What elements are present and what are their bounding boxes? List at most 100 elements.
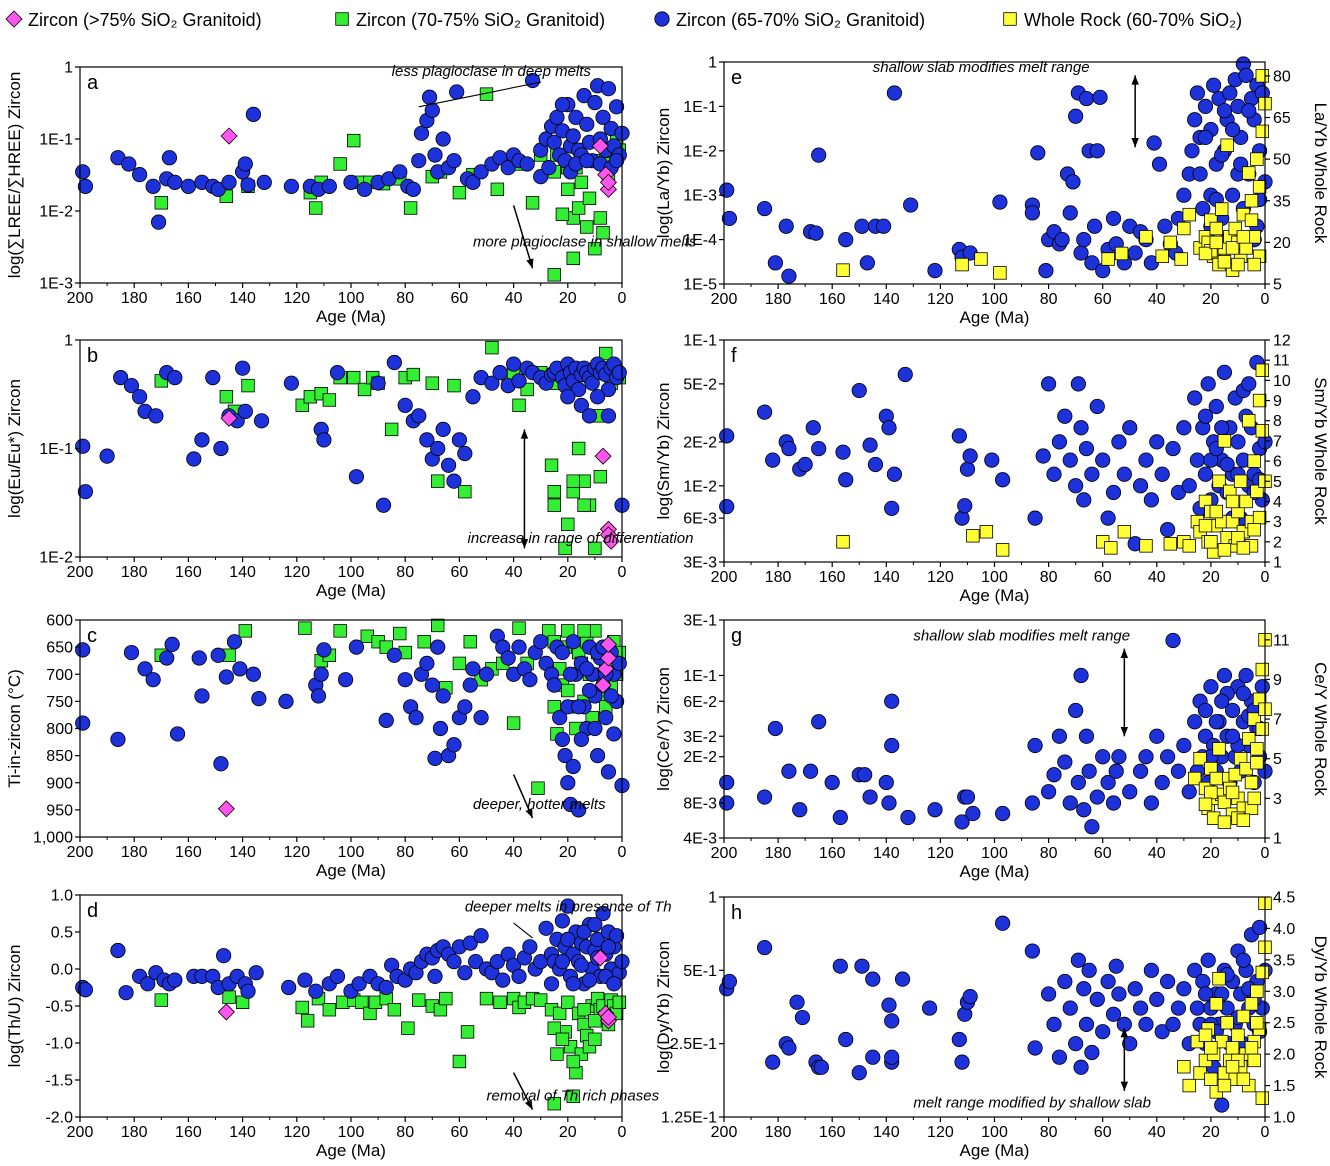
data-point-blue — [859, 255, 875, 271]
data-point-yellow — [1212, 742, 1226, 756]
arrow-head — [525, 1099, 533, 1110]
data-point-yellow — [1255, 424, 1269, 438]
data-point-blue — [145, 178, 161, 194]
data-point-yellow — [955, 257, 969, 272]
data-point-green — [596, 225, 610, 240]
data-point-blue — [392, 164, 408, 180]
y-tick-label: 2E-2 — [683, 434, 717, 451]
data-point-yellow — [1255, 1091, 1269, 1105]
y-tick-label: -0.5 — [45, 999, 73, 1016]
data-point-blue — [884, 1049, 900, 1065]
data-point-blue — [903, 197, 919, 213]
data-point-blue — [1176, 981, 1192, 997]
data-point-blue — [808, 225, 824, 241]
data-point-blue — [571, 699, 587, 715]
y2-tick-label: 7 — [1273, 712, 1282, 729]
data-point-yellow — [1247, 712, 1261, 726]
data-point-magenta — [591, 949, 609, 967]
x-tick-label: 60 — [451, 290, 469, 307]
data-point-blue — [1235, 685, 1251, 702]
data-point-yellow — [1255, 124, 1269, 139]
data-point-blue — [886, 85, 903, 101]
data-point-blue — [854, 218, 870, 234]
data-point-green — [547, 498, 561, 512]
data-point-magenta — [602, 532, 620, 550]
data-point-green — [452, 1054, 467, 1069]
data-point-blue — [1224, 187, 1241, 203]
data-point-blue — [75, 715, 91, 731]
data-point-blue — [522, 672, 538, 688]
data-point-green — [588, 541, 602, 556]
data-point-blue — [310, 688, 327, 704]
data-point-blue — [1122, 784, 1138, 800]
data-point-green — [577, 498, 591, 512]
data-point-green — [525, 196, 540, 210]
data-point-blue — [954, 1054, 970, 1070]
data-point-green — [463, 635, 477, 649]
y-tick-label: 800 — [46, 721, 73, 738]
x-tick-label: 60 — [1094, 1124, 1112, 1141]
data-point-blue — [600, 381, 617, 398]
data-point-blue — [180, 178, 196, 194]
data-point-blue — [1084, 1044, 1100, 1061]
data-point-blue — [590, 389, 606, 405]
data-point-green — [547, 1021, 561, 1035]
data-point-blue — [886, 466, 903, 482]
data-point-green — [403, 201, 418, 215]
data-point-yellow — [1236, 1009, 1251, 1024]
data-point-blue — [1070, 774, 1086, 791]
data-point-blue — [781, 1040, 797, 1056]
data-point-magenta — [594, 676, 612, 694]
data-point-yellow — [1225, 1041, 1240, 1055]
data-point-yellow — [1220, 1016, 1234, 1030]
y2-tick-label: 80 — [1273, 68, 1291, 85]
data-point-blue — [835, 444, 851, 460]
x-tick-label: 100 — [338, 564, 365, 581]
y-tick-label: 8E-3 — [683, 796, 717, 813]
data-point-magenta — [220, 409, 238, 427]
data-point-green — [566, 251, 580, 266]
data-point-blue — [110, 942, 126, 959]
data-point-green — [544, 458, 559, 473]
data-point-blue — [316, 432, 332, 448]
data-point-green — [458, 484, 472, 499]
data-point-blue — [546, 677, 562, 693]
data-point-green — [588, 1014, 602, 1028]
data-point-yellow — [1217, 1078, 1232, 1093]
x-axis-label: Age (Ma) — [316, 307, 386, 326]
x-tick-label: 20 — [1202, 569, 1220, 586]
data-point-blue — [857, 767, 873, 783]
data-point-green — [547, 1096, 561, 1111]
data-point-blue — [1160, 522, 1176, 538]
data-point-blue — [1189, 1000, 1205, 1016]
legend-entry: Zircon (>75% SiO₂ Granitoid) — [5, 10, 262, 30]
y-tick-label: 5E-2 — [683, 376, 717, 393]
data-point-green — [387, 1003, 402, 1017]
data-point-green — [452, 656, 467, 671]
x-tick-label: 40 — [505, 290, 523, 307]
data-point-blue — [446, 473, 462, 489]
data-point-blue — [1149, 434, 1165, 450]
data-point-blue — [565, 634, 581, 650]
x-tick-label: 160 — [819, 291, 846, 308]
data-point-blue — [1160, 749, 1176, 765]
data-point-yellow — [836, 263, 850, 277]
data-point-blue — [603, 688, 619, 704]
data-point-blue — [1222, 85, 1238, 101]
data-point-green — [154, 993, 169, 1007]
data-point-blue — [99, 448, 115, 464]
data-points — [75, 340, 630, 556]
data-point-blue — [894, 971, 911, 987]
panel-label: e — [731, 67, 742, 89]
data-point-blue — [1149, 728, 1165, 744]
arrow-head — [526, 258, 534, 269]
data-point-yellow — [1247, 454, 1261, 468]
data-point-blue — [554, 644, 570, 661]
data-point-blue — [1154, 1024, 1170, 1040]
y-tick-label: 1E-4 — [683, 232, 717, 249]
legend-entry: Whole Rock (60-70% SiO₂) — [1003, 10, 1242, 30]
data-point-blue — [1127, 245, 1143, 261]
data-point-blue — [430, 639, 446, 655]
data-point-blue — [867, 456, 884, 473]
data-point-blue — [473, 928, 489, 944]
